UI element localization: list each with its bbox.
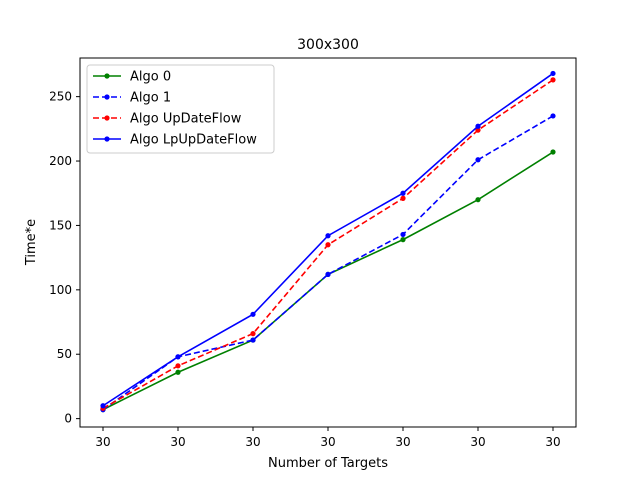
data-point xyxy=(550,77,556,83)
x-axis-label: Number of Targets xyxy=(268,456,388,471)
data-point xyxy=(475,123,481,129)
plot-area xyxy=(100,70,556,413)
x-tick-label: 30 xyxy=(245,435,260,449)
data-point xyxy=(250,337,256,343)
data-point xyxy=(550,70,556,77)
y-axis: 0 50 100 150 200 250 xyxy=(49,90,80,426)
data-point xyxy=(400,231,406,238)
legend-label: Algo 1 xyxy=(130,91,171,106)
x-tick-label: 30 xyxy=(170,435,185,449)
data-point xyxy=(400,190,406,196)
x-tick-label: 30 xyxy=(470,435,485,449)
legend-box xyxy=(86,64,275,154)
data-point xyxy=(475,127,481,133)
data-point xyxy=(550,113,556,119)
data-point xyxy=(475,157,481,163)
legend-marker xyxy=(104,136,110,142)
data-point xyxy=(250,331,256,337)
y-tick-label: 50 xyxy=(57,347,72,361)
legend-label: Algo LpUpDateFlow xyxy=(130,133,257,148)
legend-marker xyxy=(104,115,110,121)
x-tick-label: 30 xyxy=(395,435,410,449)
data-point xyxy=(175,369,181,375)
y-axis-label: Time*e xyxy=(24,219,39,266)
legend-item: Algo 0 xyxy=(93,70,171,85)
legend-label: Algo 0 xyxy=(130,70,171,85)
data-point xyxy=(400,237,406,243)
data-point xyxy=(475,197,481,203)
y-tick-label: 100 xyxy=(49,283,72,297)
data-point xyxy=(175,354,181,360)
data-point xyxy=(100,403,106,409)
legend-marker xyxy=(104,94,110,100)
legend-item: Algo UpDateFlow xyxy=(93,112,242,127)
y-tick-label: 150 xyxy=(49,218,72,232)
data-point xyxy=(325,242,331,248)
chart-title: 300x300 xyxy=(297,37,359,53)
x-tick-label: 30 xyxy=(95,435,110,449)
legend-label: Algo UpDateFlow xyxy=(130,112,242,127)
data-point xyxy=(250,311,256,317)
legend: Algo 0 Algo 1 Algo UpDateFlow Algo LpUpDate… xyxy=(86,64,275,154)
legend-item: Algo 1 xyxy=(93,91,171,106)
data-point xyxy=(175,363,181,369)
data-point xyxy=(400,195,406,201)
data-point xyxy=(325,233,331,239)
y-tick-label: 250 xyxy=(49,90,72,104)
data-point xyxy=(550,149,556,155)
series-1 xyxy=(100,113,556,413)
x-tick-label: 30 xyxy=(545,435,560,449)
y-tick-label: 0 xyxy=(64,412,72,426)
series-0 xyxy=(100,149,556,413)
legend-item: Algo LpUpDateFlow xyxy=(93,133,257,148)
legend-marker xyxy=(104,73,110,79)
y-tick-label: 200 xyxy=(49,154,72,168)
data-point xyxy=(325,271,331,277)
series-line xyxy=(102,115,554,411)
x-axis: 30 30 30 30 30 30 30 xyxy=(95,427,561,449)
series-3 xyxy=(100,70,556,409)
x-tick-label: 30 xyxy=(320,435,335,449)
